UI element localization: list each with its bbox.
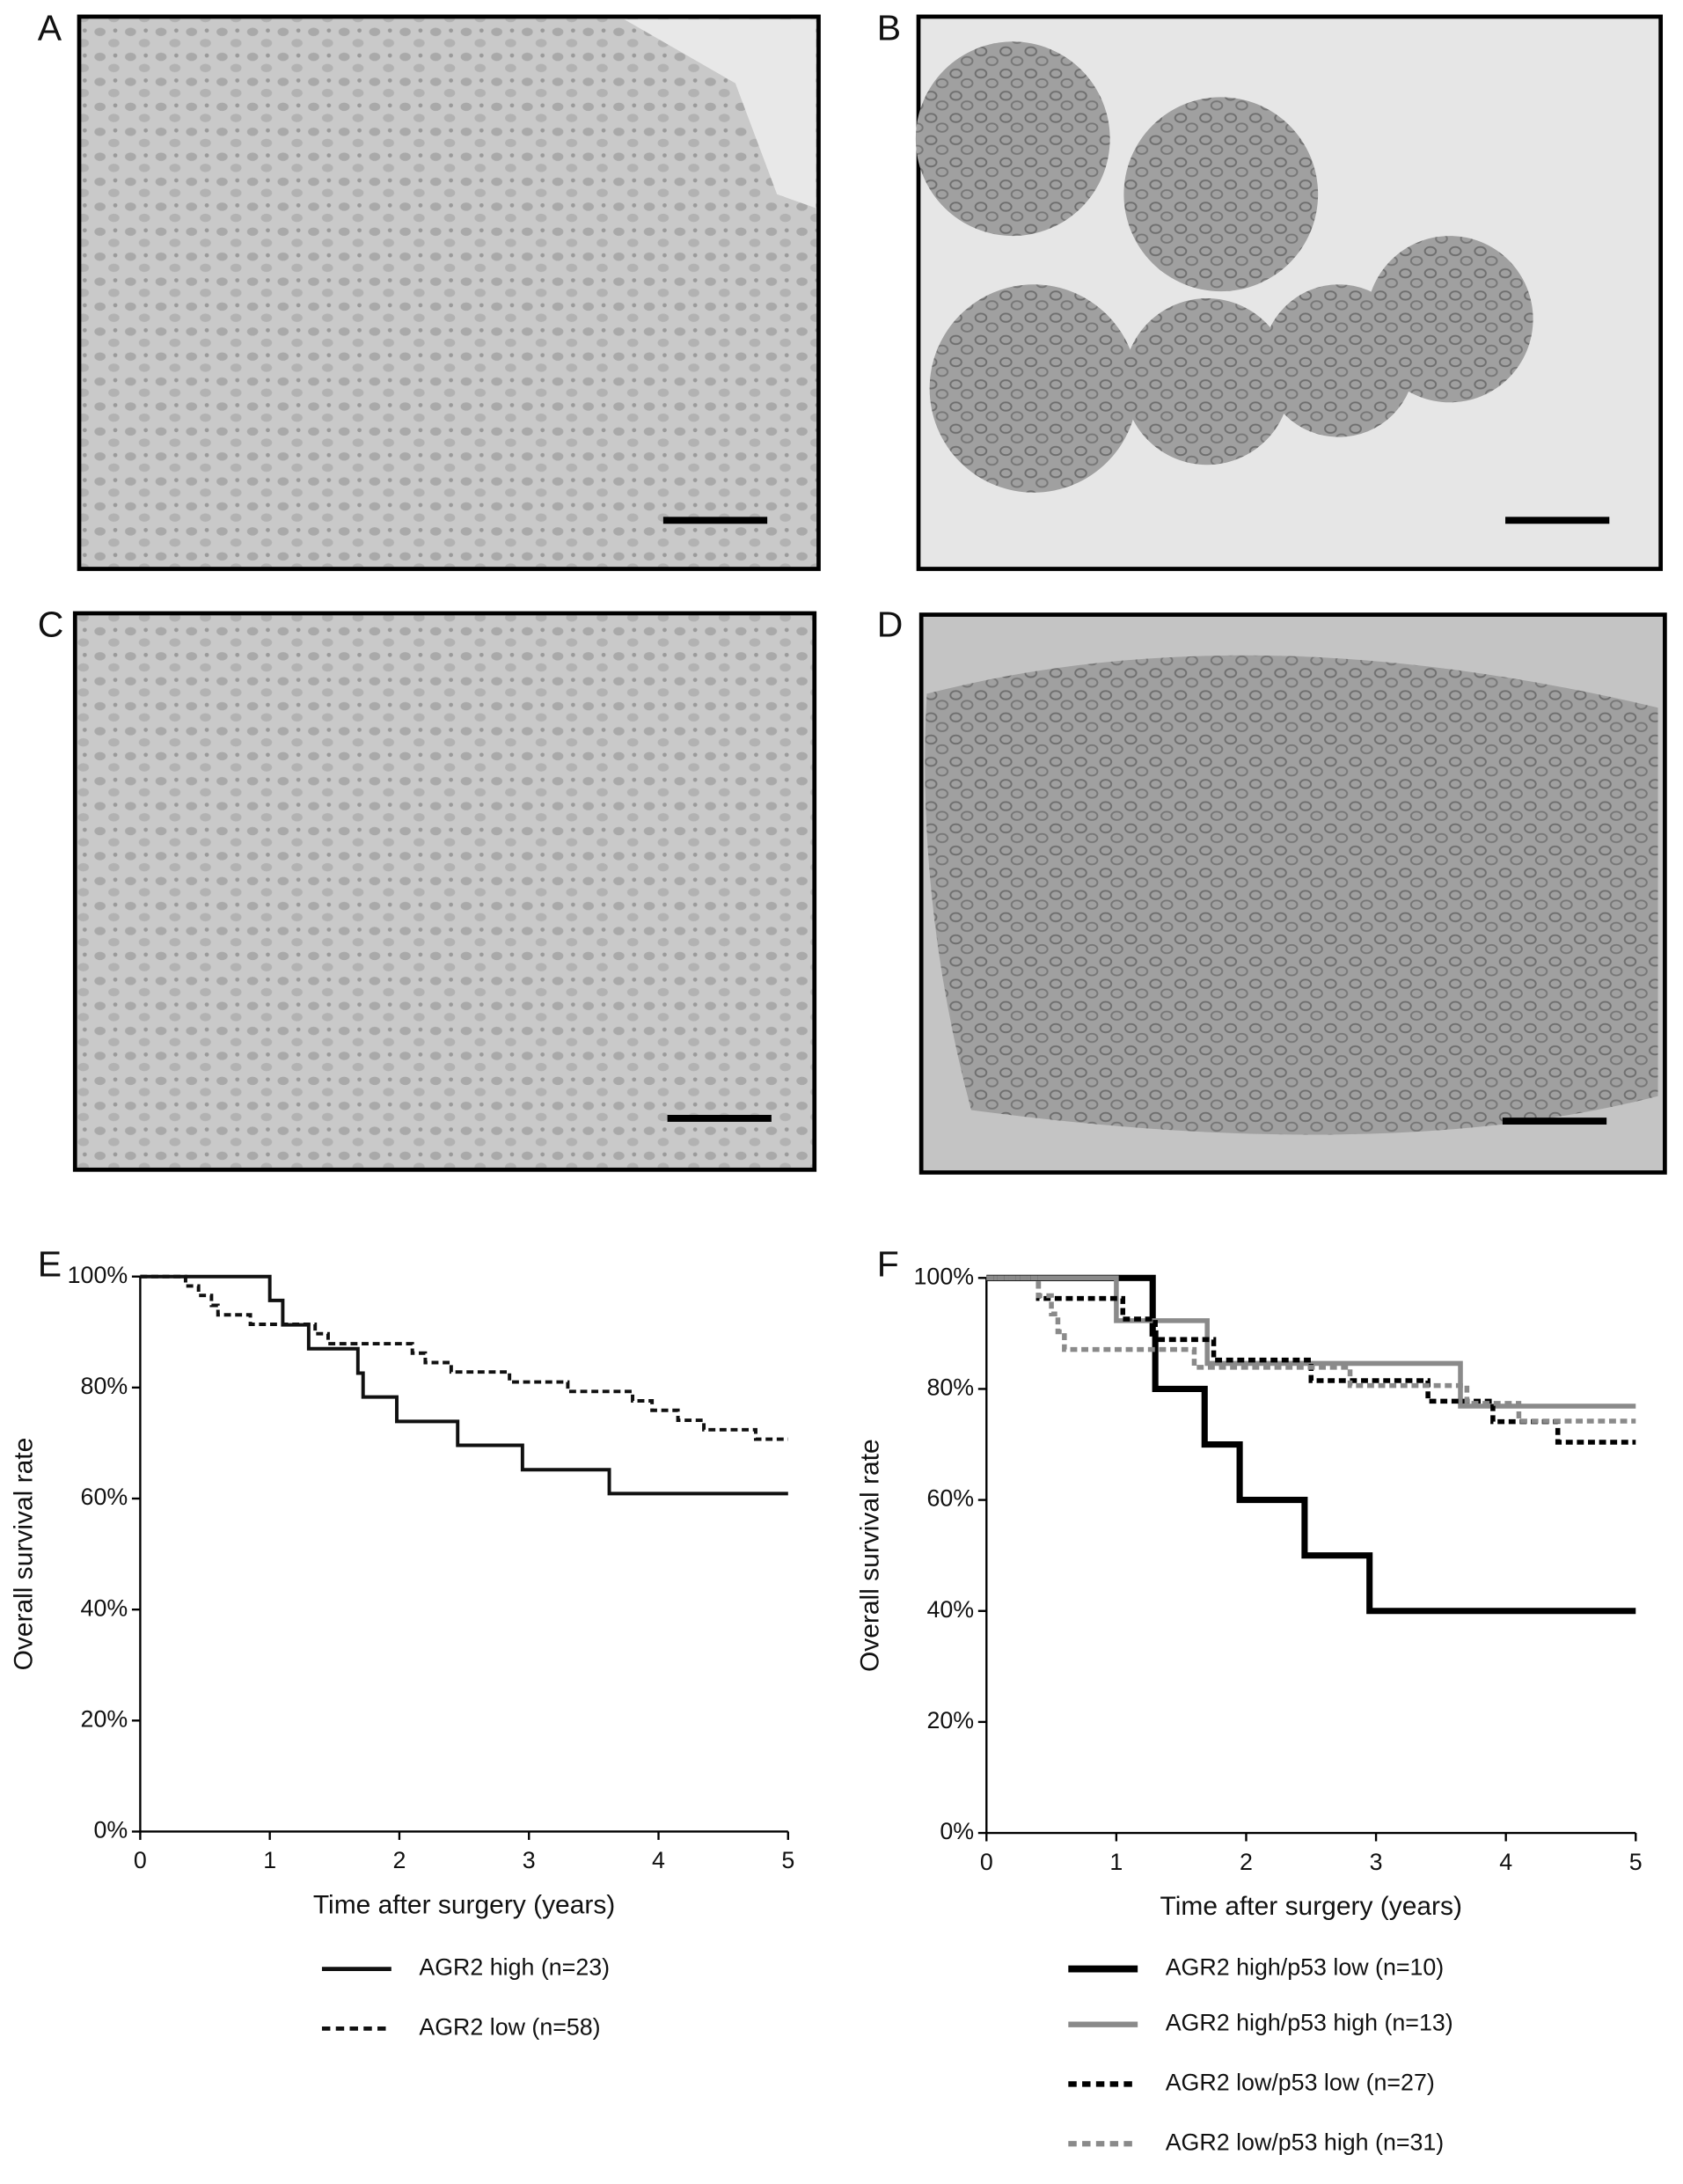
micrograph-b	[915, 14, 1664, 571]
panel-letter: A	[38, 8, 62, 48]
legend-label: AGR2 low (n=58)	[419, 2013, 600, 2040]
panel-letter: F	[877, 1244, 899, 1285]
y-tick-label: 80%	[81, 1373, 128, 1399]
survival-curve	[986, 1275, 1636, 1445]
legend-label: AGR2 high/p53 low (n=10)	[1166, 1954, 1445, 1981]
y-tick-label: 60%	[81, 1484, 128, 1510]
panel-letter: C	[38, 605, 64, 645]
y-tick-label: 100%	[68, 1262, 128, 1288]
y-tick-label: 20%	[926, 1707, 974, 1733]
panel-letter: E	[38, 1244, 62, 1285]
panel-letter: D	[877, 605, 904, 645]
x-tick-label: 2	[1240, 1849, 1253, 1875]
y-axis-label: Overall survival rate	[855, 1439, 884, 1672]
legend-label: AGR2 high (n=23)	[419, 1954, 610, 1981]
y-tick-label: 100%	[914, 1263, 975, 1289]
survival-curve	[986, 1275, 1636, 1409]
legend-label: AGR2 low/p53 high (n=31)	[1166, 2129, 1445, 2155]
x-tick-label: 2	[392, 1847, 406, 1873]
legend-label: AGR2 low/p53 low (n=27)	[1166, 2070, 1435, 2096]
x-tick-label: 5	[1629, 1849, 1643, 1875]
micrograph-c	[72, 611, 817, 1172]
y-tick-label: 0%	[93, 1817, 128, 1843]
survival-curve	[140, 1274, 788, 1496]
y-axis-label: Overall survival rate	[9, 1438, 38, 1671]
legend-label: AGR2 high/p53 high (n=13)	[1166, 2010, 1453, 2036]
y-tick-label: 40%	[81, 1594, 128, 1621]
x-tick-label: 4	[1499, 1849, 1512, 1875]
x-tick-label: 1	[263, 1847, 276, 1873]
survival-curve	[986, 1275, 1636, 1424]
y-tick-label: 80%	[926, 1374, 974, 1401]
panel-letter: B	[877, 8, 901, 48]
y-tick-label: 40%	[926, 1596, 974, 1623]
x-tick-label: 4	[652, 1847, 665, 1873]
x-tick-label: 0	[980, 1849, 993, 1875]
x-tick-label: 5	[781, 1847, 794, 1873]
micrograph-d	[918, 612, 1667, 1175]
y-tick-label: 0%	[940, 1818, 974, 1844]
x-tick-label: 3	[523, 1847, 536, 1873]
x-tick-label: 0	[134, 1847, 147, 1873]
survival-curve	[986, 1274, 1636, 1615]
y-tick-label: 20%	[81, 1705, 128, 1732]
x-axis-label: Time after surgery (years)	[1160, 1892, 1462, 1921]
x-tick-label: 1	[1109, 1849, 1123, 1875]
x-axis-label: Time after surgery (years)	[313, 1891, 615, 1920]
micrograph-a	[77, 14, 821, 571]
survival-curve	[140, 1274, 788, 1441]
x-tick-label: 3	[1370, 1849, 1383, 1875]
y-tick-label: 60%	[926, 1485, 974, 1512]
